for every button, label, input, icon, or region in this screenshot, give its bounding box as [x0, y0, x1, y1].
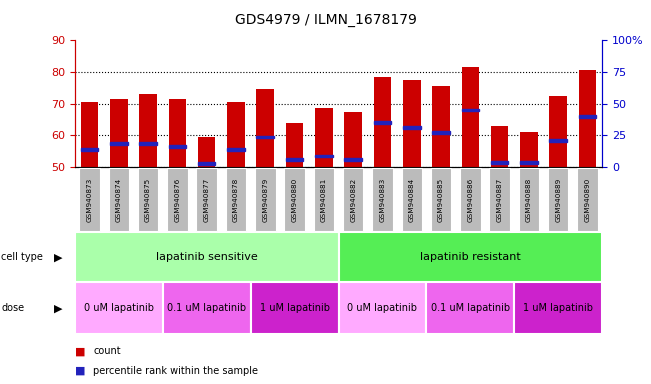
Text: 0.1 uM lapatinib: 0.1 uM lapatinib [167, 303, 246, 313]
Text: 1 uM lapatinib: 1 uM lapatinib [260, 303, 329, 313]
Bar [79, 168, 100, 231]
Text: lapatinib sensitive: lapatinib sensitive [156, 252, 258, 262]
Text: count: count [93, 346, 120, 356]
Bar [520, 132, 538, 167]
Text: 1 uM lapatinib: 1 uM lapatinib [523, 303, 593, 313]
Bar [197, 168, 217, 231]
Bar [339, 282, 426, 334]
Bar [110, 99, 128, 167]
Bar [402, 168, 422, 231]
Text: lapatinib resistant: lapatinib resistant [420, 252, 521, 262]
Bar [374, 77, 391, 167]
Bar [110, 142, 128, 145]
Bar [514, 282, 602, 334]
Bar [403, 80, 421, 167]
Bar [491, 161, 508, 164]
Bar [579, 115, 596, 118]
Bar [163, 282, 251, 334]
Text: GSM940885: GSM940885 [438, 177, 444, 222]
Bar [286, 123, 303, 167]
Bar [579, 70, 596, 167]
Bar [432, 131, 450, 134]
Text: GSM940875: GSM940875 [145, 177, 151, 222]
Text: GSM940881: GSM940881 [321, 177, 327, 222]
Text: GSM940890: GSM940890 [585, 177, 590, 222]
Text: ▶: ▶ [54, 252, 62, 262]
Bar [139, 142, 157, 145]
Bar [286, 158, 303, 161]
Bar [520, 161, 538, 164]
Text: 0 uM lapatinib: 0 uM lapatinib [84, 303, 154, 313]
Bar [167, 168, 187, 231]
Bar [549, 139, 567, 142]
Bar [75, 282, 163, 334]
Bar [256, 89, 274, 167]
Text: GSM940884: GSM940884 [409, 177, 415, 222]
Text: 0 uM lapatinib: 0 uM lapatinib [348, 303, 417, 313]
Bar [169, 99, 186, 167]
Text: ■: ■ [75, 366, 85, 376]
Text: 0.1 uM lapatinib: 0.1 uM lapatinib [431, 303, 510, 313]
Bar [284, 168, 305, 231]
Bar [490, 168, 510, 231]
Text: GSM940874: GSM940874 [116, 177, 122, 222]
Bar [198, 162, 215, 165]
Bar [138, 168, 158, 231]
Bar [548, 168, 568, 231]
Bar [81, 148, 98, 151]
Bar [255, 168, 275, 231]
Bar [491, 126, 508, 167]
Bar [374, 121, 391, 124]
Text: GSM940878: GSM940878 [233, 177, 239, 222]
Bar [256, 136, 274, 138]
Text: GSM940887: GSM940887 [497, 177, 503, 222]
Text: percentile rank within the sample: percentile rank within the sample [93, 366, 258, 376]
Bar [139, 94, 157, 167]
Bar [403, 126, 421, 129]
Bar [426, 282, 514, 334]
Bar [226, 168, 246, 231]
Text: GSM940873: GSM940873 [87, 177, 92, 222]
Bar [432, 86, 450, 167]
Bar [81, 102, 98, 167]
Bar [344, 158, 362, 161]
Text: GSM940877: GSM940877 [204, 177, 210, 222]
Bar [344, 112, 362, 167]
Text: GSM940879: GSM940879 [262, 177, 268, 222]
Text: GSM940882: GSM940882 [350, 177, 356, 222]
Bar [460, 168, 480, 231]
Bar [431, 168, 451, 231]
Bar [75, 232, 339, 282]
Bar [315, 154, 333, 157]
Bar [314, 168, 334, 231]
Bar [227, 102, 245, 167]
Bar [169, 145, 186, 148]
Text: dose: dose [1, 303, 25, 313]
Bar [372, 168, 393, 231]
Bar [198, 137, 215, 167]
Bar [251, 282, 339, 334]
Text: GSM940876: GSM940876 [174, 177, 180, 222]
Text: GDS4979 / ILMN_1678179: GDS4979 / ILMN_1678179 [234, 13, 417, 27]
Bar [109, 168, 129, 231]
Bar [577, 168, 598, 231]
Bar [343, 168, 363, 231]
Text: GSM940883: GSM940883 [380, 177, 385, 222]
Bar [462, 109, 479, 111]
Bar [339, 232, 602, 282]
Text: ■: ■ [75, 346, 85, 356]
Text: cell type: cell type [1, 252, 43, 262]
Bar [462, 67, 479, 167]
Text: GSM940886: GSM940886 [467, 177, 473, 222]
Bar [549, 96, 567, 167]
Text: GSM940888: GSM940888 [526, 177, 532, 222]
Text: GSM940889: GSM940889 [555, 177, 561, 222]
Bar [227, 148, 245, 151]
Bar [315, 108, 333, 167]
Bar [519, 168, 539, 231]
Text: ▶: ▶ [54, 303, 62, 313]
Text: GSM940880: GSM940880 [292, 177, 298, 222]
